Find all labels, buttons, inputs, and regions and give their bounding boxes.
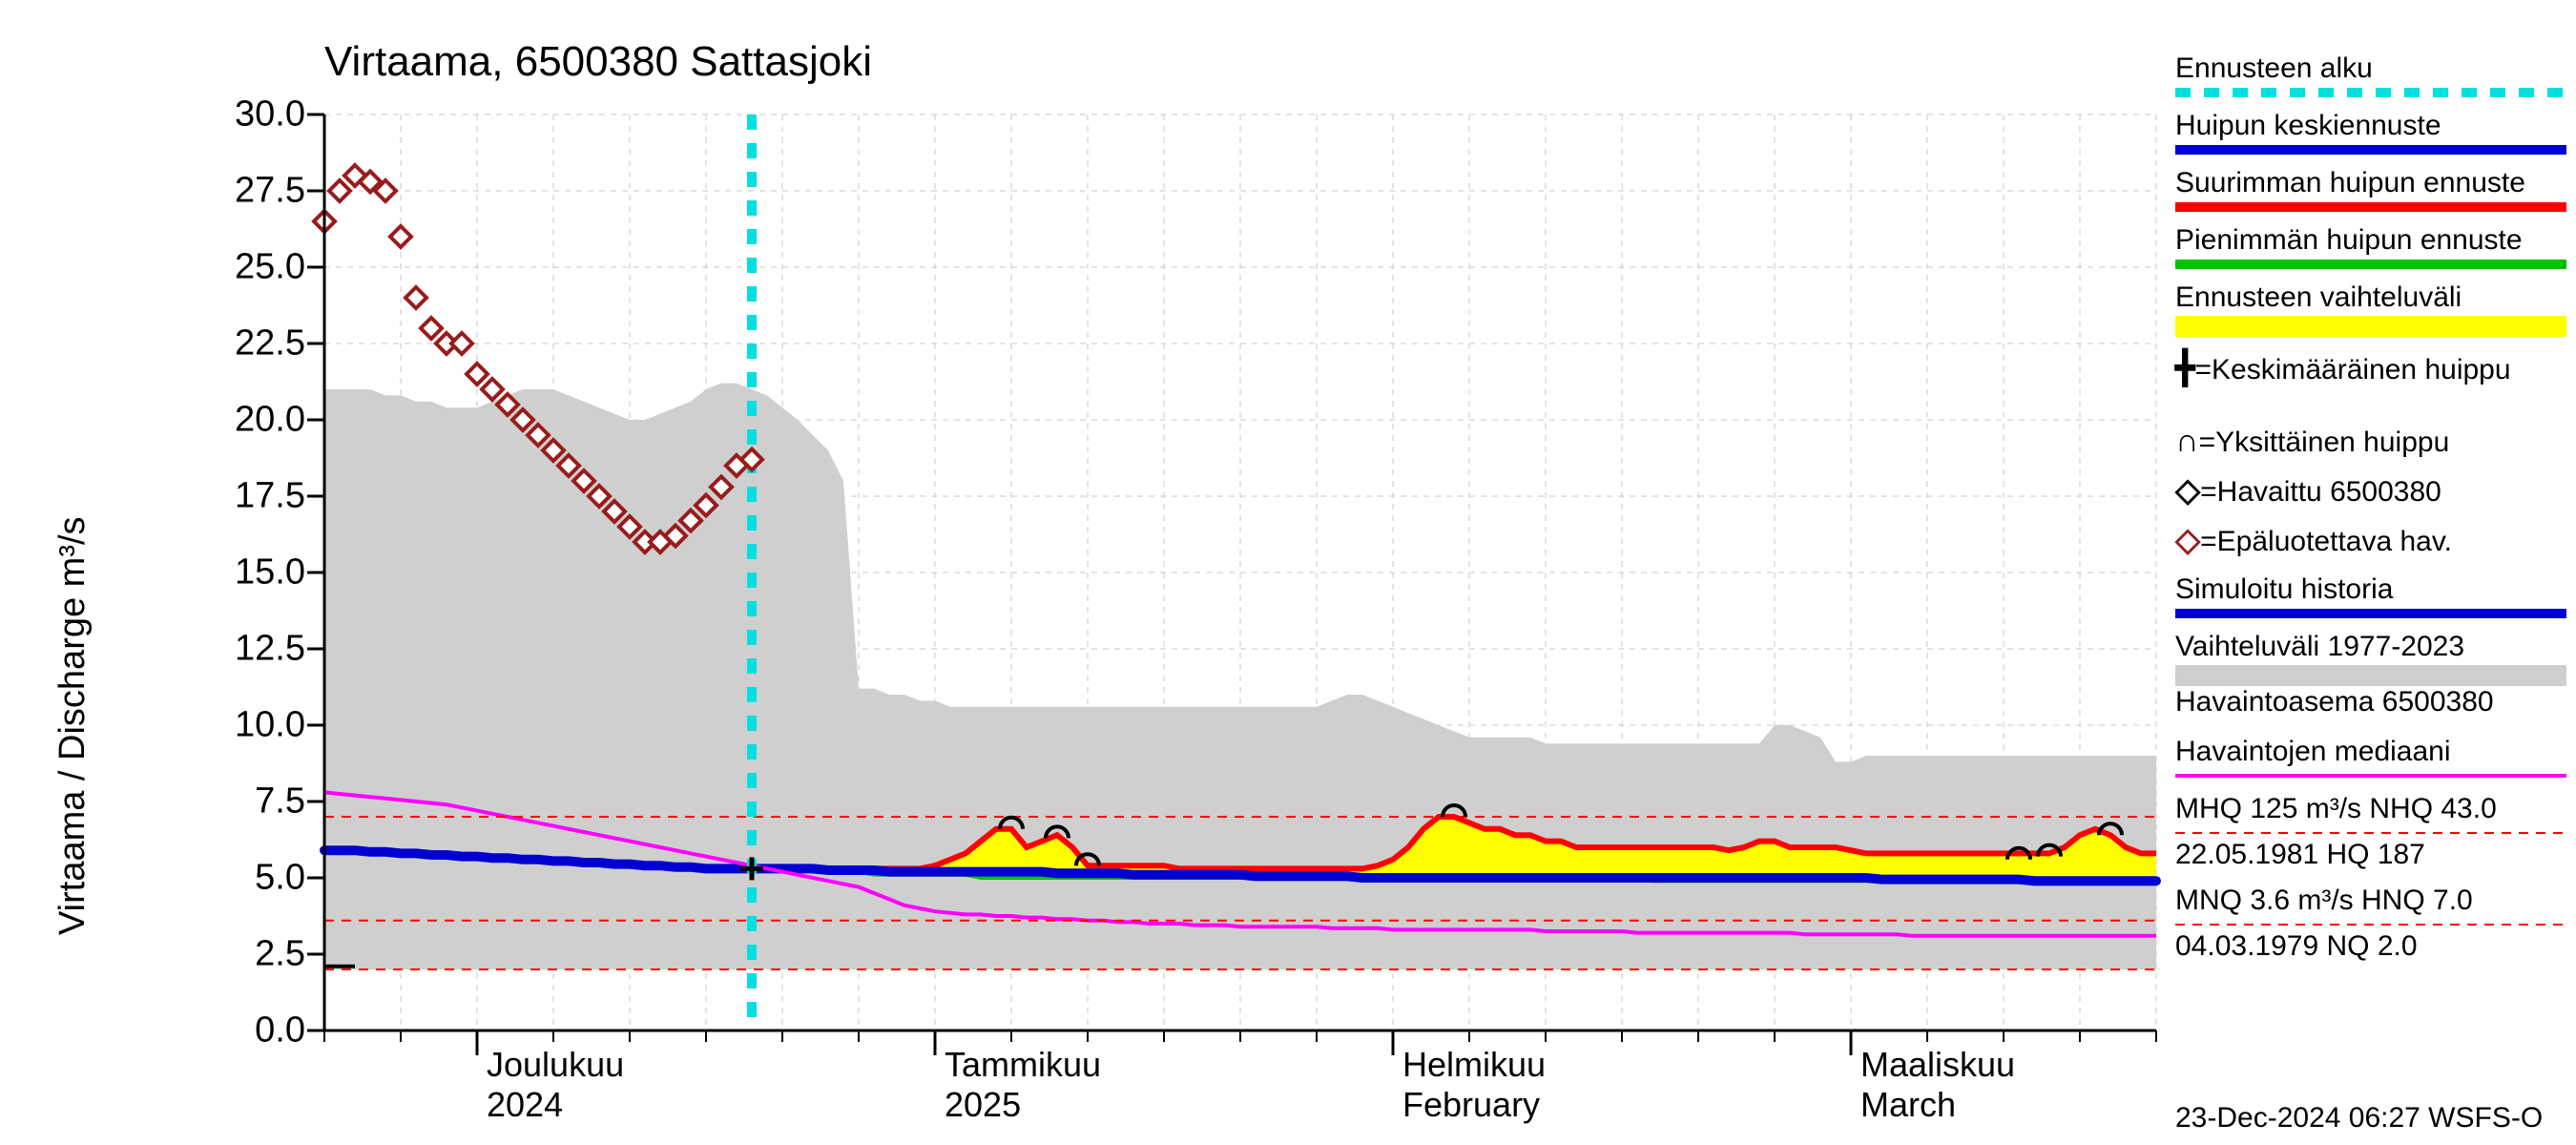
legend-item: Huipun keskiennuste <box>2175 110 2576 156</box>
legend-label: ◇=Havaittu 6500380 <box>2175 474 2576 509</box>
legend-label: MNQ 3.6 m³/s HNQ 7.0 <box>2175 885 2576 917</box>
legend-item: Ennusteen vaihteluväli <box>2175 281 2576 337</box>
legend-item: Havaintojen mediaani <box>2175 736 2576 781</box>
legend-label: Suurimman huipun ennuste <box>2175 167 2576 199</box>
page: Virtaama / Discharge m³/s Virtaama, 6500… <box>0 0 2576 1145</box>
footer-timestamp: 23-Dec-2024 06:27 WSFS-O <box>2175 1102 2543 1135</box>
legend-label: ╋=Keskimääräinen huippu <box>2175 352 2576 386</box>
legend-sublabel: 22.05.1981 HQ 187 <box>2175 839 2576 871</box>
legend-glyph: ◇ <box>2175 522 2200 558</box>
legend-item: MHQ 125 m³/s NHQ 43.0 22.05.1981 HQ 187 <box>2175 793 2576 871</box>
legend-label: Ennusteen alku <box>2175 52 2576 85</box>
legend-swatch <box>2175 919 2566 930</box>
legend-label: MHQ 125 m³/s NHQ 43.0 <box>2175 793 2576 825</box>
legend-item: ◇=Havaittu 6500380 <box>2175 474 2576 509</box>
legend-glyph: ∩ <box>2175 423 2199 459</box>
legend-label: Simuloitu historia <box>2175 573 2576 606</box>
legend-glyph: ╋ <box>2175 350 2194 386</box>
legend-item: ╋=Keskimääräinen huippu <box>2175 352 2576 386</box>
legend-item: Suurimman huipun ennuste <box>2175 167 2576 213</box>
legend-sublabel: 04.03.1979 NQ 2.0 <box>2175 930 2576 963</box>
legend-label: Pienimmän huipun ennuste <box>2175 224 2576 257</box>
legend-swatch <box>2175 827 2566 839</box>
legend-label: Vaihteluväli 1977-2023 <box>2175 631 2576 663</box>
legend-item: ◇=Epäluotettava hav. <box>2175 524 2576 558</box>
legend-swatch <box>2175 608 2566 619</box>
legend-swatch <box>2175 770 2566 781</box>
legend-swatch <box>2175 201 2566 213</box>
legend-label: ◇=Epäluotettava hav. <box>2175 524 2576 558</box>
legend-swatch <box>2175 259 2566 270</box>
legend-item: Pienimmän huipun ennuste <box>2175 224 2576 270</box>
legend-glyph: ◇ <box>2175 472 2200 509</box>
legend-swatch <box>2175 87 2566 98</box>
legend-swatch <box>2175 316 2566 337</box>
legend-label: Ennusteen vaihteluväli <box>2175 281 2576 314</box>
legend-label: Havaintojen mediaani <box>2175 736 2576 768</box>
legend-swatch <box>2175 665 2566 686</box>
legend-item: Vaihteluväli 1977-2023 Havaintoasema 650… <box>2175 631 2576 718</box>
legend-item: ∩=Yksittäinen huippu <box>2175 425 2576 459</box>
legend-item: MNQ 3.6 m³/s HNQ 7.0 04.03.1979 NQ 2.0 <box>2175 885 2576 963</box>
legend-sublabel: Havaintoasema 6500380 <box>2175 686 2576 718</box>
legend-label: ∩=Yksittäinen huippu <box>2175 425 2576 459</box>
legend-item: Simuloitu historia <box>2175 573 2576 619</box>
legend-label: Huipun keskiennuste <box>2175 110 2576 142</box>
legend-swatch <box>2175 144 2566 156</box>
legend-item: Ennusteen alku <box>2175 52 2576 98</box>
